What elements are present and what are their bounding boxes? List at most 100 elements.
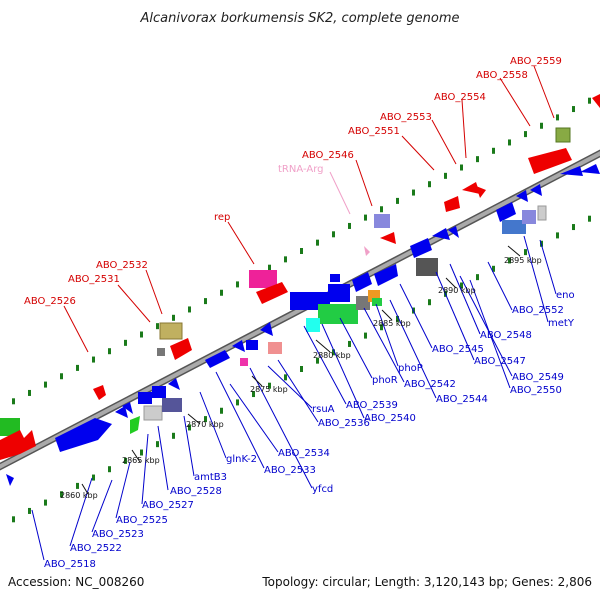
gene-label[interactable]: ABO_2531 bbox=[68, 274, 120, 285]
gene-pink-box bbox=[240, 358, 248, 366]
track-dot bbox=[348, 222, 351, 229]
accession-text: Accession: NC_008260 bbox=[8, 575, 144, 589]
gene-cyan-box bbox=[306, 318, 320, 332]
gene-label[interactable]: ABO_2542 bbox=[404, 379, 456, 390]
gene-blue-arrow bbox=[6, 474, 14, 486]
gene-grey-box bbox=[416, 258, 438, 276]
kbp-label: 2890 kbp bbox=[438, 286, 476, 295]
gene-label[interactable]: ABO_2545 bbox=[432, 344, 484, 355]
gene-label[interactable]: ABO_2527 bbox=[142, 500, 194, 511]
gene-label[interactable]: ABO_2533 bbox=[264, 465, 316, 476]
gene-label[interactable]: yfcd bbox=[312, 484, 333, 495]
track-dot bbox=[476, 274, 479, 281]
gene-label[interactable]: amtB3 bbox=[194, 472, 227, 483]
track-dot bbox=[140, 331, 143, 338]
gene-blue-box bbox=[152, 386, 166, 398]
gene-label[interactable]: ABO_2528 bbox=[170, 486, 222, 497]
gene-blue-arrow bbox=[530, 184, 542, 196]
gene-label[interactable]: ABO_2548 bbox=[480, 330, 532, 341]
track-dot bbox=[140, 449, 143, 456]
gene-label[interactable]: ABO_2532 bbox=[96, 260, 148, 271]
gene-label[interactable]: ABO_2523 bbox=[92, 529, 144, 540]
gene-label[interactable]: ABO_2559 bbox=[510, 56, 562, 67]
gene-label[interactable]: ABO_2518 bbox=[44, 559, 96, 570]
gene-label[interactable]: tRNA-Arg bbox=[278, 164, 323, 175]
track-dot bbox=[188, 306, 191, 313]
gene-blue-arrow bbox=[374, 264, 398, 286]
track-dot bbox=[44, 499, 47, 506]
kbp-label: 2860 kbp bbox=[60, 491, 98, 500]
gene-red-arrow bbox=[380, 232, 396, 244]
gene-label[interactable]: ABO_2536 bbox=[318, 418, 370, 429]
gene-label[interactable]: ABO_2544 bbox=[436, 394, 488, 405]
gene-label[interactable]: ABO_2553 bbox=[380, 112, 432, 123]
track-dot bbox=[428, 299, 431, 306]
track-dot bbox=[76, 482, 79, 489]
gene-green-box bbox=[0, 418, 20, 436]
gene-lavender-box bbox=[522, 210, 536, 224]
gene-label[interactable]: ABO_2540 bbox=[364, 413, 416, 424]
gene-label[interactable]: ABO_2550 bbox=[510, 385, 562, 396]
gene-blue-arrow bbox=[232, 340, 245, 352]
gene-label[interactable]: ABO_2547 bbox=[474, 356, 526, 367]
gene-red-arrow bbox=[592, 94, 600, 108]
gene-grey-box bbox=[356, 296, 370, 310]
gene-label[interactable]: ABO_2546 bbox=[302, 150, 354, 161]
track-dot bbox=[460, 282, 463, 289]
gene-red-arrow bbox=[0, 430, 36, 460]
gene-red-arrow bbox=[476, 186, 486, 198]
gene-label[interactable]: ABO_2552 bbox=[512, 305, 564, 316]
track-dot bbox=[588, 215, 591, 222]
gene-red-arrow bbox=[444, 196, 460, 212]
track-dot bbox=[588, 97, 591, 104]
gene-label[interactable]: eno bbox=[556, 290, 575, 301]
gene-grey-box bbox=[157, 348, 165, 356]
track-dot bbox=[572, 224, 575, 231]
gene-label[interactable]: ABO_2554 bbox=[434, 92, 486, 103]
track-dot bbox=[204, 416, 207, 423]
gene-label[interactable]: phoR bbox=[372, 375, 398, 386]
gene-label[interactable]: ABO_2549 bbox=[512, 372, 564, 383]
gene-blue-arrow bbox=[168, 378, 180, 390]
gene-label[interactable]: ABO_2534 bbox=[278, 448, 330, 459]
track-dot bbox=[316, 239, 319, 246]
gene-blue-arrow bbox=[352, 272, 372, 292]
track-dot bbox=[300, 366, 303, 372]
genome-summary-text: Topology: circular; Length: 3,120,143 bp… bbox=[261, 575, 592, 589]
gene-label[interactable]: glnK-2 bbox=[226, 454, 257, 465]
track-dot bbox=[396, 197, 399, 204]
track-dot bbox=[252, 391, 255, 398]
track-dot bbox=[332, 349, 335, 356]
track-dot bbox=[476, 156, 479, 163]
track-dot bbox=[28, 389, 31, 396]
track-dot bbox=[124, 339, 127, 346]
track-dot bbox=[364, 332, 367, 339]
gene-label[interactable]: ABO_2522 bbox=[70, 543, 122, 554]
track-dot bbox=[108, 348, 111, 355]
track-dot bbox=[236, 399, 239, 406]
gene-label[interactable]: rep bbox=[214, 212, 230, 223]
track-dot bbox=[268, 382, 271, 389]
gene-green-box bbox=[318, 304, 358, 324]
gene-blue-arrow bbox=[115, 406, 128, 418]
track-dot bbox=[556, 232, 559, 239]
gene-label[interactable]: ABO_2526 bbox=[24, 296, 76, 307]
gene-label[interactable]: phoP bbox=[398, 363, 423, 374]
track-dot bbox=[204, 298, 207, 305]
gene-red-arrow bbox=[170, 338, 192, 360]
gene-magenta-box bbox=[249, 270, 277, 288]
track-dot bbox=[76, 364, 79, 371]
track-dot bbox=[156, 323, 159, 330]
track-dot bbox=[444, 172, 447, 179]
gene-label[interactable]: ABO_2525 bbox=[116, 515, 168, 526]
gene-label[interactable]: ABO_2551 bbox=[348, 126, 400, 137]
kbp-label: 2880 kbp bbox=[313, 351, 351, 360]
gene-label[interactable]: rsuA bbox=[312, 404, 335, 415]
gene-label[interactable]: ABO_2539 bbox=[346, 400, 398, 411]
gene-label[interactable]: ABO_2558 bbox=[476, 70, 528, 81]
track-dot bbox=[524, 131, 527, 138]
gene-grey-box bbox=[143, 405, 163, 421]
track-dot bbox=[12, 398, 15, 405]
gene-label[interactable]: metY bbox=[548, 318, 575, 329]
gene-blue-arrow bbox=[260, 322, 273, 336]
